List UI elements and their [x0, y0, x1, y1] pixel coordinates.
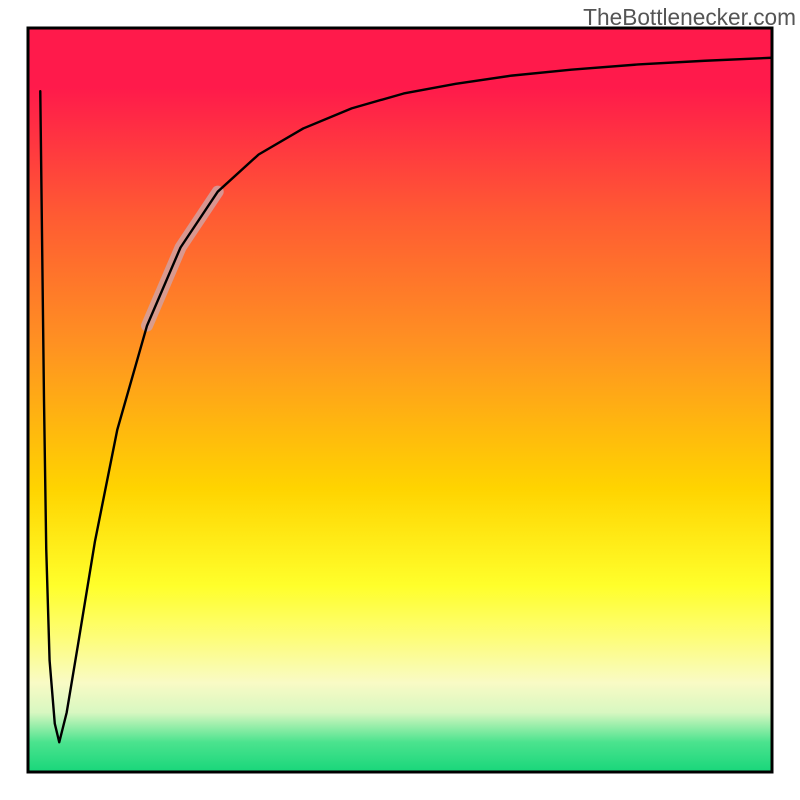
chart-container: TheBottlenecker.com — [0, 0, 800, 800]
attribution-text: TheBottlenecker.com — [583, 4, 796, 31]
curve-chart — [0, 0, 800, 800]
plot-frame — [28, 28, 772, 772]
